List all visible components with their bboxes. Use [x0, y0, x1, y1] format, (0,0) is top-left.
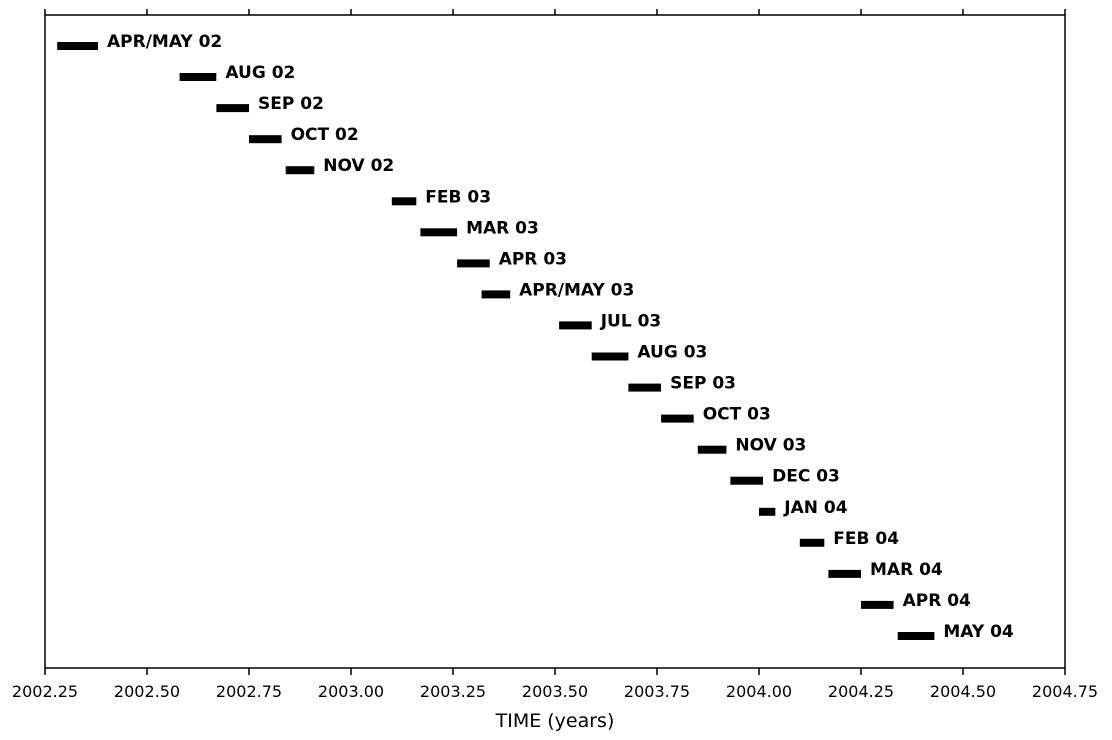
interval-bar — [591, 352, 629, 361]
interval-label: APR 04 — [903, 591, 971, 611]
interval-bar — [249, 135, 282, 144]
interval-label: OCT 02 — [291, 125, 359, 145]
interval-bar — [730, 476, 763, 485]
interval-bar — [628, 383, 661, 392]
interval-label: DEC 03 — [772, 467, 840, 487]
interval-label: APR/MAY 02 — [107, 32, 222, 52]
x-tick-label: 2002.75 — [216, 682, 282, 701]
interval-bar — [179, 73, 217, 81]
interval-label: JUL 03 — [600, 311, 662, 331]
interval-label: APR 03 — [499, 249, 567, 269]
x-tick-label: 2003.00 — [318, 682, 384, 701]
interval-bar — [697, 445, 727, 454]
x-axis-ticks: 2002.25 2002.50 2002.75 2003.00 2003.25 2003.… — [12, 9, 1098, 701]
interval-bar — [661, 414, 694, 423]
x-tick-label: 2004.25 — [828, 682, 894, 701]
interval-bar — [861, 600, 894, 609]
interval-label: FEB 04 — [833, 529, 899, 549]
interval-label: MAR 04 — [870, 560, 943, 580]
interval-bar — [559, 321, 592, 330]
interval-label: APR/MAY 03 — [519, 280, 634, 300]
interval-label: NOV 02 — [323, 156, 394, 176]
interval-bar — [897, 632, 935, 640]
interval-label: SEP 02 — [258, 94, 324, 114]
interval-bar — [216, 104, 249, 113]
x-tick-label: 2004.75 — [1032, 682, 1098, 701]
x-tick-label: 2003.25 — [420, 682, 486, 701]
interval-bar — [285, 166, 315, 175]
interval-label: JAN 04 — [783, 498, 847, 518]
x-axis-title: TIME (years) — [495, 710, 615, 732]
interval-label: FEB 03 — [425, 187, 491, 207]
interval-bar — [828, 569, 861, 578]
interval-label: NOV 03 — [735, 436, 806, 456]
interval-label: MAY 04 — [943, 622, 1014, 642]
x-tick-label: 2003.50 — [522, 682, 588, 701]
x-tick-label: 2004.50 — [930, 682, 996, 701]
interval-bar — [57, 42, 98, 50]
interval-label: SEP 03 — [670, 374, 736, 394]
interval-bar — [481, 290, 511, 299]
interval-label: AUG 03 — [637, 343, 707, 363]
interval-bar — [457, 259, 490, 268]
x-tick-label: 2004.00 — [726, 682, 792, 701]
interval-bar — [420, 228, 458, 237]
x-tick-label: 2002.25 — [12, 682, 78, 701]
interval-bar — [391, 197, 417, 206]
x-tick-label: 2002.50 — [114, 682, 180, 701]
interval-bar — [759, 507, 776, 516]
interval-label: MAR 03 — [466, 218, 539, 238]
interval-label: OCT 03 — [703, 405, 771, 425]
interval-label: AUG 02 — [225, 63, 295, 83]
interval-bar — [799, 538, 825, 547]
x-tick-label: 2003.75 — [624, 682, 690, 701]
